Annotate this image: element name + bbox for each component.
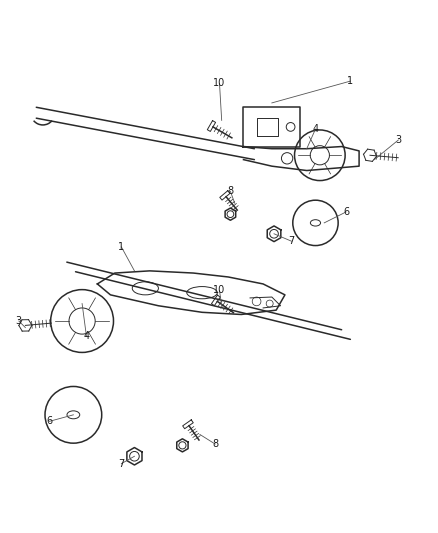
Text: 6: 6 bbox=[46, 416, 52, 426]
Text: 10: 10 bbox=[213, 286, 225, 295]
Text: 4: 4 bbox=[312, 124, 318, 134]
Text: 7: 7 bbox=[118, 459, 124, 469]
Text: 1: 1 bbox=[346, 76, 353, 86]
Text: 4: 4 bbox=[83, 332, 89, 341]
Text: 7: 7 bbox=[288, 236, 294, 246]
Text: 3: 3 bbox=[16, 316, 22, 326]
Text: 1: 1 bbox=[118, 242, 124, 252]
Text: 6: 6 bbox=[342, 207, 348, 217]
Text: 8: 8 bbox=[227, 187, 233, 197]
Text: 8: 8 bbox=[212, 439, 218, 449]
Text: 3: 3 bbox=[394, 135, 400, 145]
Text: 10: 10 bbox=[213, 78, 225, 88]
